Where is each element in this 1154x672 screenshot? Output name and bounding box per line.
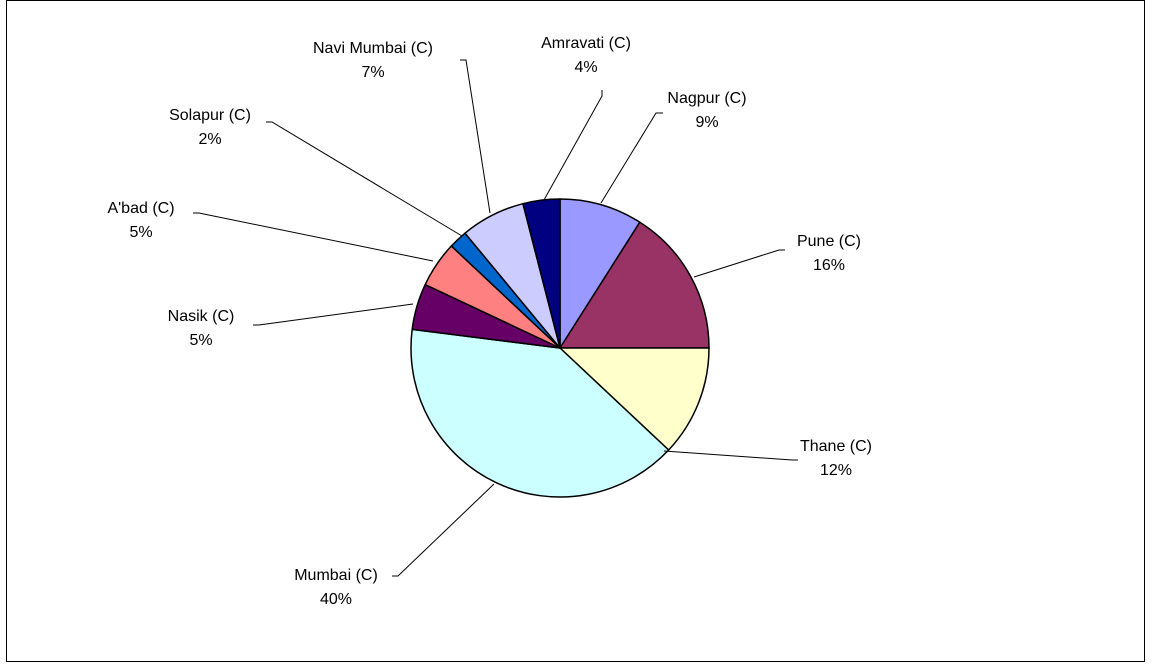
leader-line-navi-mumbai-c — [460, 59, 491, 214]
slice-label-thane-c: Thane (C) — [800, 438, 872, 455]
pie-slice-pune-c — [559, 221, 710, 349]
pie-slices — [410, 198, 710, 498]
leader-line-nagpur-c — [600, 112, 663, 204]
leader-line-a-bad-c — [193, 212, 434, 262]
slice-percent-nasik-c: 5% — [189, 332, 212, 349]
slice-percent-amravati-c: 4% — [574, 59, 597, 76]
leader-line-pune-c — [693, 249, 785, 278]
slice-label-mumbai-c: Mumbai (C) — [294, 567, 378, 584]
slice-label-pune-c: Pune (C) — [797, 233, 861, 250]
leader-line-thane-c — [663, 450, 798, 461]
pie-slice-thane-c — [559, 347, 710, 451]
slice-label-solapur-c: Solapur (C) — [169, 107, 251, 124]
leader-line-mumbai-c — [392, 483, 495, 577]
slice-label-nagpur-c: Nagpur (C) — [667, 90, 746, 107]
slice-percent-thane-c: 12% — [820, 462, 852, 479]
slice-percent-pune-c: 16% — [813, 257, 845, 274]
pie-slice-nagpur-c — [559, 198, 641, 349]
leader-lines — [193, 59, 798, 577]
slice-percent-nagpur-c: 9% — [695, 114, 718, 131]
slice-percent-a-bad-c: 5% — [129, 224, 152, 241]
slice-percent-mumbai-c: 40% — [320, 591, 352, 608]
pie-slice-mumbai-c — [410, 328, 670, 498]
slice-label-nasik-c: Nasik (C) — [168, 308, 235, 325]
slice-label-amravati-c: Amravati (C) — [541, 35, 631, 52]
slice-label-a-bad-c: A'bad (C) — [107, 200, 174, 217]
slice-labels: Nagpur (C) 9% Pune (C) 16% Thane (C) 12% Mumba… — [107, 35, 872, 608]
leader-line-solapur-c — [266, 121, 463, 237]
leader-line-amravati-c — [543, 90, 603, 201]
slice-label-navi-mumbai-c: Navi Mumbai (C) — [313, 40, 433, 57]
leader-line-nasik-c — [253, 303, 414, 326]
slice-percent-solapur-c: 2% — [198, 131, 221, 148]
slice-percent-navi-mumbai-c: 7% — [361, 64, 384, 81]
pie-slice-amravati-c — [522, 198, 561, 349]
